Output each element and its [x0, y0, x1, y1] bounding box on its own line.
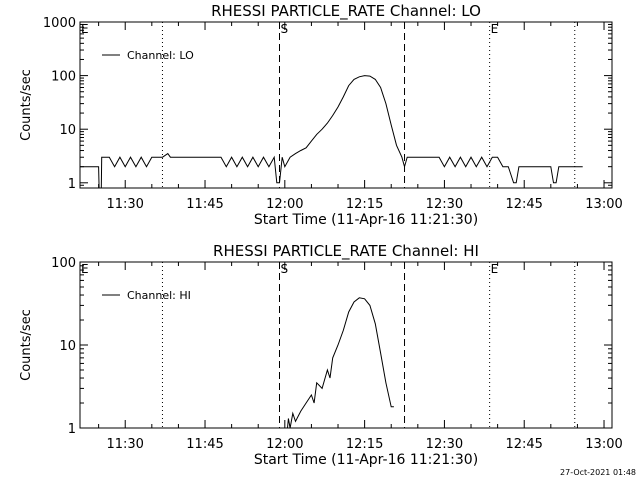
x-tick-label: 12:15: [346, 197, 383, 212]
x-tick-label: 11:30: [106, 437, 143, 452]
x-tick-label: 13:00: [585, 197, 622, 212]
x-tick-label: 12:45: [505, 437, 542, 452]
chart-title: RHESSI PARTICLE_RATE Channel: HI: [213, 242, 479, 261]
chart-panel-2: RHESSI PARTICLE_RATE Channel: HI 11:30 11:…: [19, 242, 623, 468]
x-tick-label: 11:45: [186, 197, 223, 212]
x-tick-label: 12:30: [426, 437, 463, 452]
chart-panel-1: RHESSI PARTICLE_RATE Channel: LO 11:30 11:…: [19, 2, 623, 228]
y-tick-label: 100: [51, 70, 76, 85]
y-tick-label: 100: [51, 256, 76, 271]
x-tick-label: 12:45: [505, 197, 542, 212]
legend-label: Channel: HI: [127, 289, 191, 302]
y-axis-label: Counts/sec: [19, 69, 34, 141]
x-tick-label: 12:00: [266, 437, 303, 452]
chart-title: RHESSI PARTICLE_RATE Channel: LO: [211, 2, 481, 21]
y-tick-label: 1: [68, 422, 76, 437]
series-line: [80, 75, 583, 189]
x-axis-label: Start Time (11-Apr-16 11:21:30): [254, 212, 478, 228]
plot-frame: [79, 261, 613, 429]
x-tick-label: 12:00: [266, 197, 303, 212]
event-marker-label: S: [281, 22, 289, 36]
x-tick-label: 13:00: [585, 437, 622, 452]
series-line: [287, 297, 394, 429]
event-marker-label: S: [281, 262, 289, 276]
x-tick-label: 11:30: [106, 197, 143, 212]
y-tick-label: 10: [59, 123, 76, 138]
plot-frame: [79, 21, 613, 189]
y-tick-label: 1000: [43, 16, 76, 31]
event-marker-label: E: [491, 22, 499, 36]
y-tick-label: 1: [68, 177, 76, 192]
x-tick-label: 12:15: [346, 437, 383, 452]
legend-label: Channel: LO: [127, 49, 194, 62]
footer-date: 27-Oct-2021 01:48: [560, 468, 636, 477]
event-marker-label: E: [81, 262, 89, 276]
event-marker-label: E: [81, 22, 89, 36]
x-axis-label: Start Time (11-Apr-16 11:21:30): [254, 452, 478, 468]
x-tick-label: 12:30: [426, 197, 463, 212]
y-axis-label: Counts/sec: [19, 309, 34, 381]
y-tick-label: 10: [59, 339, 76, 354]
event-marker-label: E: [491, 262, 499, 276]
x-tick-label: 11:45: [186, 437, 223, 452]
